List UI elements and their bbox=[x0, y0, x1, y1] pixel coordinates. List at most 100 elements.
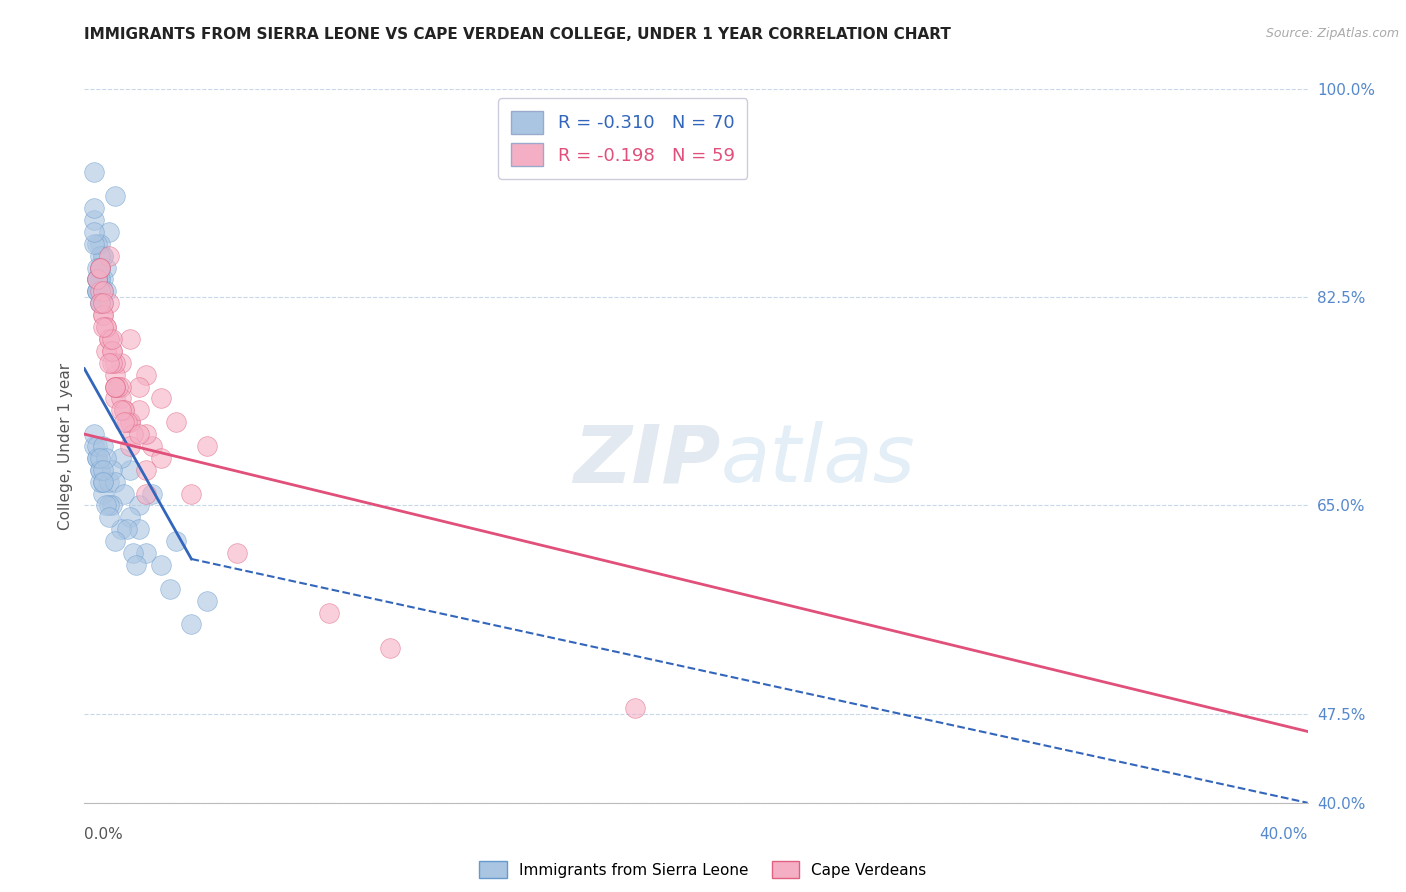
Text: atlas: atlas bbox=[720, 421, 915, 500]
Point bbox=[86, 260, 108, 275]
Point bbox=[110, 379, 132, 393]
Point bbox=[101, 356, 124, 370]
Point bbox=[101, 343, 124, 358]
Point bbox=[128, 427, 150, 442]
Point bbox=[89, 236, 111, 251]
Point bbox=[91, 308, 114, 322]
Point bbox=[83, 213, 105, 227]
Point bbox=[101, 332, 124, 346]
Point bbox=[380, 641, 402, 656]
Point bbox=[89, 272, 111, 286]
Text: 0.0%: 0.0% bbox=[84, 827, 124, 841]
Point bbox=[104, 392, 127, 406]
Point bbox=[104, 475, 127, 489]
Point bbox=[89, 285, 111, 299]
Point bbox=[97, 225, 120, 239]
Point bbox=[97, 296, 120, 310]
Point bbox=[120, 415, 142, 429]
Point bbox=[97, 249, 120, 263]
Point bbox=[120, 463, 142, 477]
Point bbox=[94, 320, 117, 334]
Point bbox=[91, 249, 114, 263]
Point bbox=[91, 475, 114, 489]
Point bbox=[112, 415, 135, 429]
Point bbox=[86, 272, 108, 286]
Point bbox=[83, 439, 105, 453]
Point bbox=[89, 296, 111, 310]
Point bbox=[135, 486, 157, 500]
Point bbox=[624, 700, 647, 714]
Point bbox=[120, 439, 142, 453]
Point bbox=[89, 463, 111, 477]
Point bbox=[89, 463, 111, 477]
Point bbox=[86, 236, 108, 251]
Point bbox=[135, 546, 157, 560]
Point bbox=[86, 272, 108, 286]
Point bbox=[135, 368, 157, 382]
Point bbox=[110, 356, 132, 370]
Point bbox=[120, 415, 142, 429]
Point bbox=[135, 463, 157, 477]
Point bbox=[104, 379, 127, 393]
Point bbox=[97, 356, 120, 370]
Point bbox=[94, 285, 117, 299]
Point bbox=[91, 285, 114, 299]
Point bbox=[159, 582, 181, 596]
Point bbox=[122, 427, 145, 442]
Point bbox=[128, 522, 150, 536]
Point bbox=[141, 439, 163, 453]
Legend: R = -0.310   N = 70, R = -0.198   N = 59: R = -0.310 N = 70, R = -0.198 N = 59 bbox=[498, 98, 747, 179]
Point bbox=[89, 475, 111, 489]
Point bbox=[91, 249, 114, 263]
Point bbox=[112, 403, 135, 417]
Point bbox=[101, 463, 124, 477]
Point bbox=[94, 320, 117, 334]
Point bbox=[83, 165, 105, 179]
Point bbox=[128, 379, 150, 393]
Point bbox=[91, 475, 114, 489]
Point bbox=[89, 450, 111, 465]
Point bbox=[97, 332, 120, 346]
Point bbox=[149, 558, 172, 572]
Point bbox=[195, 593, 218, 607]
Legend: Immigrants from Sierra Leone, Cape Verdeans: Immigrants from Sierra Leone, Cape Verde… bbox=[474, 855, 932, 884]
Point bbox=[110, 392, 132, 406]
Point bbox=[91, 439, 114, 453]
Point bbox=[104, 534, 127, 549]
Point bbox=[120, 332, 142, 346]
Point bbox=[97, 332, 120, 346]
Point bbox=[110, 450, 132, 465]
Point bbox=[86, 272, 108, 286]
Point bbox=[83, 201, 105, 215]
Point bbox=[128, 499, 150, 513]
Point bbox=[101, 499, 124, 513]
Point bbox=[110, 403, 132, 417]
Point bbox=[91, 296, 114, 310]
Text: 40.0%: 40.0% bbox=[1260, 827, 1308, 841]
Text: IMMIGRANTS FROM SIERRA LEONE VS CAPE VERDEAN COLLEGE, UNDER 1 YEAR CORRELATION C: IMMIGRANTS FROM SIERRA LEONE VS CAPE VER… bbox=[84, 27, 952, 42]
Point bbox=[122, 546, 145, 560]
Point bbox=[115, 522, 138, 536]
Point bbox=[149, 392, 172, 406]
Point bbox=[91, 463, 114, 477]
Point bbox=[97, 510, 120, 524]
Point bbox=[86, 450, 108, 465]
Point bbox=[89, 272, 111, 286]
Point bbox=[89, 260, 111, 275]
Point bbox=[91, 486, 114, 500]
Point bbox=[91, 296, 114, 310]
Point bbox=[104, 379, 127, 393]
Point bbox=[104, 189, 127, 203]
Point bbox=[89, 260, 111, 275]
Point bbox=[97, 475, 120, 489]
Point bbox=[226, 546, 249, 560]
Point bbox=[97, 499, 120, 513]
Point bbox=[94, 343, 117, 358]
Point bbox=[83, 225, 105, 239]
Point bbox=[83, 427, 105, 442]
Point bbox=[107, 379, 129, 393]
Text: Source: ZipAtlas.com: Source: ZipAtlas.com bbox=[1265, 27, 1399, 40]
Point bbox=[112, 403, 135, 417]
Point bbox=[89, 296, 111, 310]
Point bbox=[91, 285, 114, 299]
